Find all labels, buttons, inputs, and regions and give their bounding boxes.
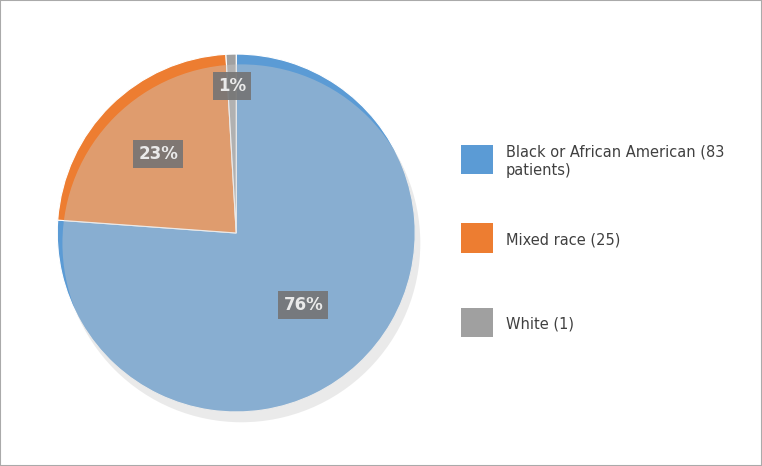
FancyBboxPatch shape — [461, 308, 493, 337]
FancyBboxPatch shape — [461, 223, 493, 253]
Wedge shape — [226, 54, 236, 233]
Text: 76%: 76% — [283, 296, 323, 314]
Wedge shape — [57, 54, 415, 412]
Ellipse shape — [62, 64, 421, 422]
Text: 1%: 1% — [218, 77, 246, 96]
Text: White (1): White (1) — [506, 317, 574, 332]
Text: Black or African American (83
patients): Black or African American (83 patients) — [506, 144, 725, 178]
Text: Mixed race (25): Mixed race (25) — [506, 232, 620, 247]
FancyBboxPatch shape — [461, 145, 493, 174]
Wedge shape — [58, 55, 236, 233]
Text: 23%: 23% — [139, 145, 178, 163]
